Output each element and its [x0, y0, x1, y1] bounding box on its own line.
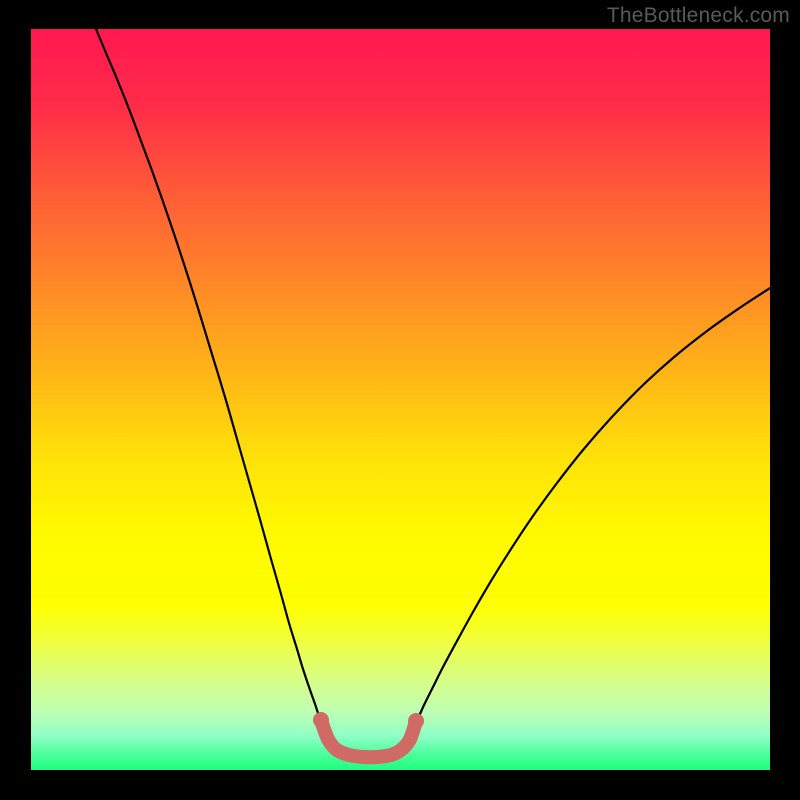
curve-right	[414, 288, 770, 726]
range-dot-left	[313, 712, 329, 728]
watermark-text: TheBottleneck.com	[607, 4, 790, 28]
curve-left	[96, 29, 323, 726]
bottleneck-curves	[31, 29, 770, 770]
optimal-range-highlight	[321, 720, 416, 757]
plot-area	[31, 29, 770, 770]
range-dot-right	[408, 713, 424, 729]
